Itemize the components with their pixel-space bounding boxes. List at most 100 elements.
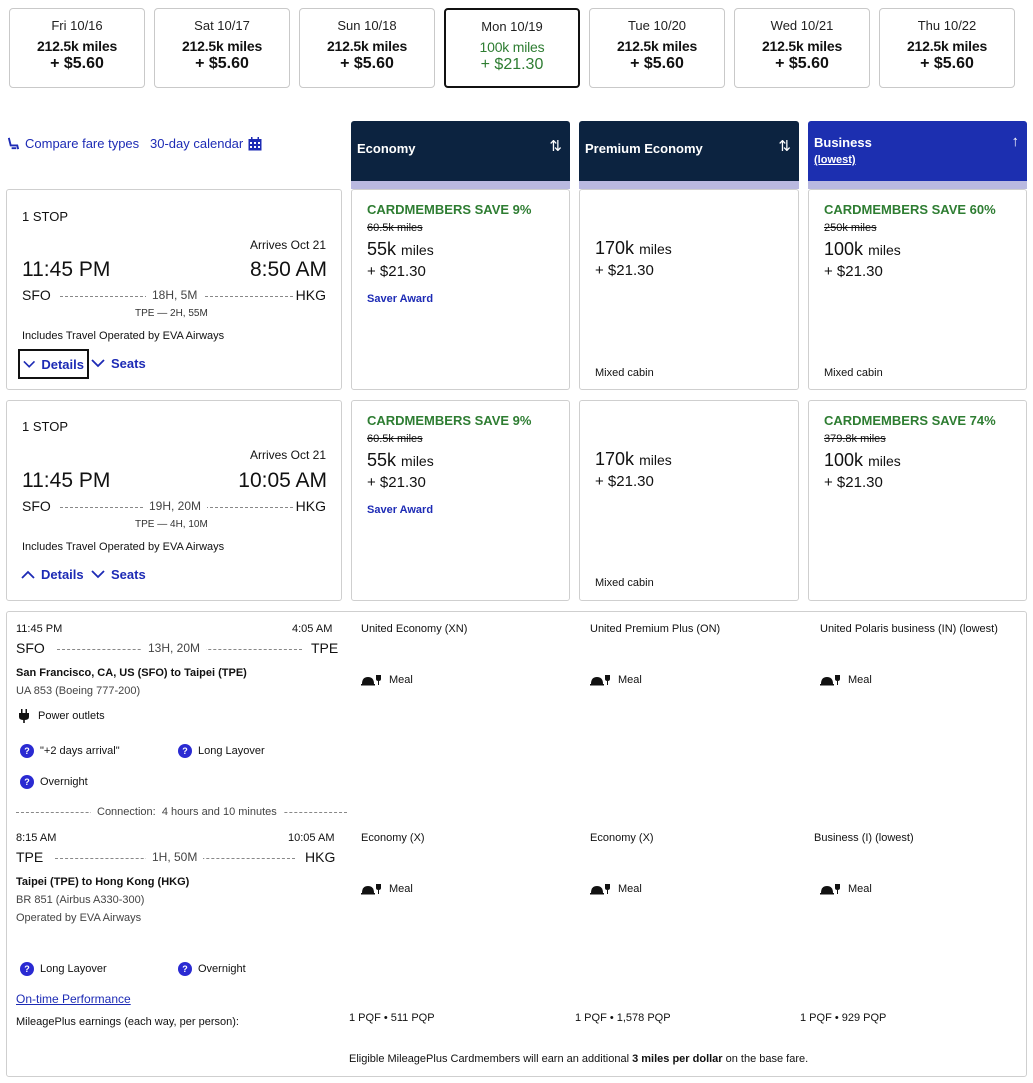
fare-card-business[interactable]: CARDMEMBERS SAVE 74% 379.8k miles 100k m…	[808, 400, 1027, 601]
date-miles: 212.5k miles	[326, 38, 408, 54]
duration: 19H, 20M	[143, 499, 208, 513]
stops-label: 1 STOP	[22, 209, 69, 224]
date-card-wed[interactable]: Wed 10/21 212.5k miles + $5.60	[734, 8, 870, 88]
date-miles: 100k miles	[479, 39, 545, 55]
flag-long-layover[interactable]: ? Long Layover	[178, 744, 265, 758]
fare-miles-unit: miles	[868, 453, 901, 469]
meal-premium: Meal	[590, 883, 642, 895]
segment-departure-time: 11:45 PM	[16, 623, 63, 635]
fare-card-economy[interactable]: CARDMEMBERS SAVE 9% 60.5k miles 55k mile…	[351, 189, 570, 390]
fare-tax: + $21.30	[595, 473, 654, 490]
meal-icon	[820, 675, 840, 686]
meal-economy: Meal	[361, 674, 413, 686]
cabin-header-business[interactable]: Business (lowest) ↑	[808, 121, 1027, 189]
destination-code: HKG	[295, 498, 326, 514]
date-card-mon-selected[interactable]: Mon 10/19 100k miles + $21.30	[444, 8, 580, 88]
saver-award: Saver Award	[367, 504, 434, 516]
saver-award: Saver Award	[367, 293, 434, 305]
segment-cabin-premium: Economy (X)	[590, 832, 654, 844]
chevron-down-icon	[91, 570, 105, 579]
details-button[interactable]: Details	[18, 349, 89, 379]
flight-card-2[interactable]: 1 STOP Arrives Oct 21 11:45 PM 10:05 AM …	[6, 400, 342, 601]
flag-overnight[interactable]: ? Overnight	[20, 775, 88, 789]
chevron-down-icon	[23, 360, 36, 368]
connection-label: Connection: 4 hours and 10 minutes	[91, 806, 283, 818]
operated-by: Includes Travel Operated by EVA Airways	[22, 541, 225, 553]
original-miles: 60.5k miles	[367, 222, 423, 234]
mixed-cabin: Mixed cabin	[595, 367, 654, 379]
amenity-power: Power outlets	[18, 709, 105, 723]
cabin-header-divider	[579, 181, 799, 189]
seats-button[interactable]: Seats	[91, 356, 146, 371]
date-card-thu[interactable]: Thu 10/22 212.5k miles + $5.60	[879, 8, 1015, 88]
meal-icon	[361, 675, 381, 686]
fare-card-premium-economy[interactable]: 170k miles + $21.30 Mixed cabin	[579, 189, 799, 390]
date-miles: 212.5k miles	[616, 38, 698, 54]
date-price: + $5.60	[50, 55, 104, 72]
help-icon: ?	[20, 962, 34, 976]
fare-miles-value: 100k	[824, 239, 864, 259]
cabin-header-label: Economy	[357, 141, 416, 156]
cabin-header-premium-economy[interactable]: Premium Economy ⇅	[579, 121, 799, 189]
details-label: Details	[41, 567, 84, 582]
meal-icon	[361, 884, 381, 895]
date-label: Thu 10/22	[917, 18, 977, 33]
mixed-cabin: Mixed cabin	[595, 577, 654, 589]
fare-miles: 100k miles	[824, 450, 901, 471]
help-icon: ?	[178, 962, 192, 976]
sort-icon[interactable]: ⇅	[549, 138, 562, 155]
chevron-down-icon	[91, 359, 105, 368]
on-time-performance-link[interactable]: On-time Performance	[16, 992, 131, 1006]
segment-departure-time: 8:15 AM	[16, 832, 57, 844]
date-price: + $5.60	[920, 55, 974, 72]
fare-card-premium-economy[interactable]: 170k miles + $21.30 Mixed cabin	[579, 400, 799, 601]
meal-economy: Meal	[361, 883, 413, 895]
note-bold: 3 miles per dollar	[632, 1053, 723, 1065]
cardmember-save: CARDMEMBERS SAVE 60%	[824, 202, 996, 217]
meal-icon	[590, 884, 610, 895]
fare-card-business[interactable]: CARDMEMBERS SAVE 60% 250k miles 100k mil…	[808, 189, 1027, 390]
flight-details-panel: 11:45 PM 4:05 AM SFO TPE 13H, 20M San Fr…	[6, 611, 1027, 1077]
date-price: + $5.60	[630, 55, 684, 72]
cabin-header-divider	[351, 181, 570, 189]
fare-tax: + $21.30	[824, 263, 883, 280]
date-price: + $21.30	[480, 56, 544, 73]
date-card-sun[interactable]: Sun 10/18 212.5k miles + $5.60	[299, 8, 435, 88]
sort-icon[interactable]: ⇅	[778, 138, 791, 155]
meal-label: Meal	[389, 883, 413, 895]
fare-miles-value: 170k	[595, 238, 635, 258]
fare-tax: + $21.30	[367, 474, 426, 491]
flight-card-1[interactable]: 1 STOP Arrives Oct 21 11:45 PM 8:50 AM S…	[6, 189, 342, 390]
fare-miles: 55k miles	[367, 239, 434, 260]
date-label: Wed 10/21	[770, 18, 834, 33]
departure-time: 11:45 PM	[22, 469, 111, 492]
flag-label: Overnight	[40, 775, 88, 788]
date-card-fri[interactable]: Fri 10/16 212.5k miles + $5.60	[9, 8, 145, 88]
meal-premium: Meal	[590, 674, 642, 686]
date-price: + $5.60	[775, 55, 829, 72]
segment-flight-number: UA 853 (Boeing 777-200)	[16, 685, 141, 697]
date-miles: 212.5k miles	[906, 38, 988, 54]
flag-long-layover[interactable]: ? Long Layover	[20, 962, 107, 976]
cabin-header-economy[interactable]: Economy ⇅	[351, 121, 570, 189]
fare-miles: 170k miles	[595, 449, 672, 470]
date-card-sat[interactable]: Sat 10/17 212.5k miles + $5.60	[154, 8, 290, 88]
power-outlet-icon	[19, 709, 29, 723]
compare-fare-types-link[interactable]: Compare fare types	[6, 136, 139, 151]
layover-info: TPE — 2H, 55M	[135, 308, 208, 319]
seats-button[interactable]: Seats	[91, 567, 146, 582]
cardmember-save: CARDMEMBERS SAVE 74%	[824, 413, 996, 428]
mixed-cabin: Mixed cabin	[824, 367, 883, 379]
segment-destination: HKG	[305, 849, 336, 865]
calendar-link[interactable]: 30-day calendar	[150, 136, 262, 151]
amenity-label: Power outlets	[38, 710, 105, 722]
sort-ascending-icon[interactable]: ↑	[1011, 133, 1020, 150]
departure-time: 11:45 PM	[22, 258, 111, 281]
date-price: + $5.60	[340, 55, 394, 72]
segment-flight-number: BR 851 (Airbus A330-300)	[16, 894, 145, 906]
details-button[interactable]: Details	[21, 567, 84, 582]
date-card-tue[interactable]: Tue 10/20 212.5k miles + $5.60	[589, 8, 725, 88]
flag-overnight[interactable]: ? Overnight	[178, 962, 246, 976]
fare-card-economy[interactable]: CARDMEMBERS SAVE 9% 60.5k miles 55k mile…	[351, 400, 570, 601]
flag-two-days[interactable]: ? "+2 days arrival"	[20, 744, 120, 758]
